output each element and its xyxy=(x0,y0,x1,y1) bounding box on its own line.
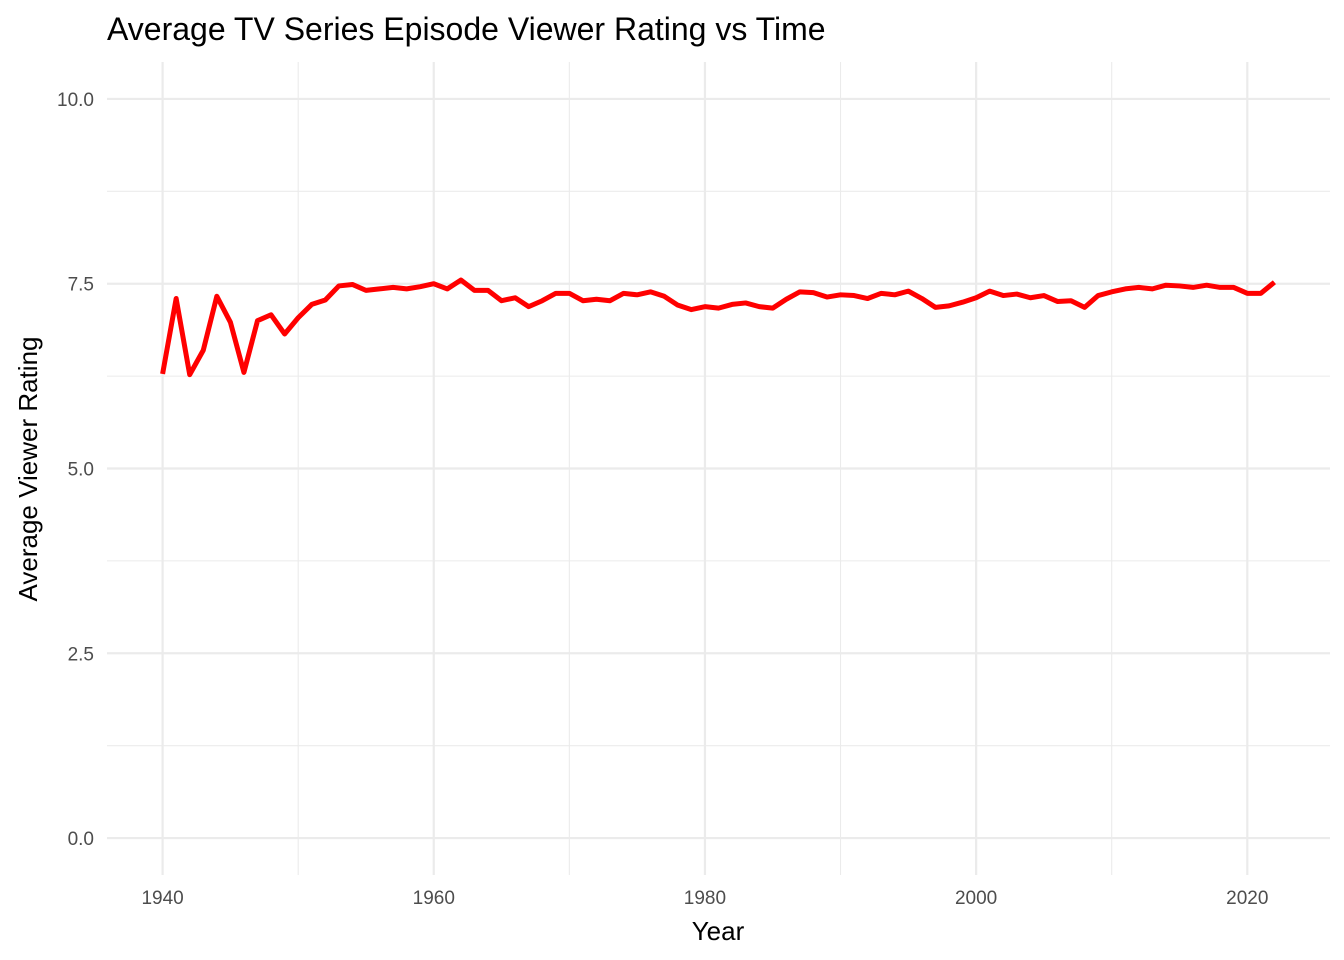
x-tick-label: 2000 xyxy=(955,888,997,909)
x-tick-label: 1940 xyxy=(141,888,183,909)
y-tick-label: 10.0 xyxy=(57,90,94,111)
y-tick-label: 0.0 xyxy=(68,829,94,850)
y-axis-ticks: 0.0 2.5 5.0 7.5 10.0 xyxy=(57,90,94,850)
y-tick-label: 7.5 xyxy=(68,275,94,296)
x-axis-ticks: 1940 1960 1980 2000 2020 xyxy=(141,888,1268,909)
y-tick-label: 5.0 xyxy=(68,460,94,481)
x-axis-title: Year xyxy=(692,916,745,946)
x-tick-label: 2020 xyxy=(1226,888,1268,909)
x-tick-label: 1960 xyxy=(413,888,455,909)
y-tick-label: 2.5 xyxy=(68,644,94,665)
grid xyxy=(107,62,1330,875)
chart-title: Average TV Series Episode Viewer Rating … xyxy=(107,11,826,47)
series-layer xyxy=(160,277,1276,378)
x-tick-label: 1980 xyxy=(684,888,726,909)
y-axis-title: Average Viewer Rating xyxy=(13,337,43,602)
series-line xyxy=(160,277,1276,378)
